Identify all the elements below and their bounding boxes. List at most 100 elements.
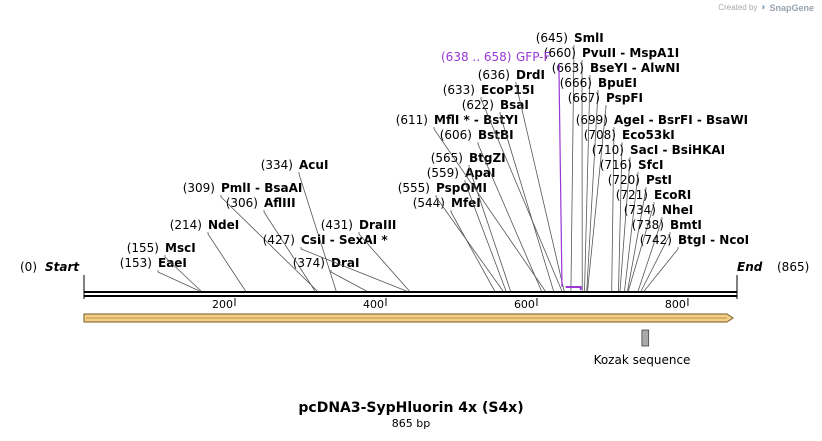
site-position: (716) bbox=[600, 158, 632, 172]
site-connector bbox=[618, 142, 623, 292]
site-apai[interactable]: (559) ApaI bbox=[427, 166, 507, 292]
site-connector bbox=[468, 165, 511, 292]
map-title-block: pcDNA3-SypHluorin 4x (S4x) 865 bp bbox=[0, 400, 822, 430]
site-drdi[interactable]: (636) DrdI bbox=[478, 68, 565, 292]
site-position: (660) bbox=[544, 46, 576, 60]
site-name: PstI bbox=[646, 173, 672, 187]
site-nhei[interactable]: (734) NheI bbox=[624, 203, 693, 292]
site-agei-bsrfi-bsawi[interactable]: (699) AgeI - BsrFI - BsaWI bbox=[576, 113, 748, 292]
site-position: (544) bbox=[413, 196, 445, 210]
site-pspomi[interactable]: (555) PspOMI bbox=[398, 181, 504, 292]
site-position: (699) bbox=[576, 113, 608, 127]
snapgene-logo-icon: ◗ bbox=[760, 2, 767, 13]
site-name: MflI * - BstYI bbox=[434, 113, 518, 127]
site-connector bbox=[300, 247, 407, 292]
site-position: (427) bbox=[263, 233, 295, 247]
site-position: (611) bbox=[396, 113, 428, 127]
site-bpuei[interactable]: (666) BpuEI bbox=[560, 76, 637, 292]
site-name: EcoRI bbox=[654, 188, 691, 202]
site-connector bbox=[477, 142, 542, 292]
site-msci[interactable]: (155) MscI bbox=[127, 241, 202, 292]
site-saci-bsihkai[interactable]: (710) SacI - BsiHKAI bbox=[592, 143, 725, 292]
site-connector bbox=[499, 112, 554, 292]
site-connector bbox=[587, 105, 607, 292]
site-name: ApaI bbox=[465, 166, 495, 180]
end-label: End bbox=[737, 260, 763, 274]
ruler: 200 400 600 800 bbox=[212, 298, 689, 311]
site-position: (309) bbox=[183, 181, 215, 195]
site-draiii[interactable]: (431) DraIII bbox=[321, 218, 410, 292]
site-name: Eco53kI bbox=[622, 128, 675, 142]
site-position: (636) bbox=[478, 68, 510, 82]
site-position: (306) bbox=[226, 196, 258, 210]
site-connector bbox=[450, 210, 496, 292]
primer-gfp-f[interactable]: (638 .. 658) GFP-F bbox=[441, 50, 582, 290]
site-name: DraIII bbox=[359, 218, 396, 232]
site-name: BtgZI bbox=[469, 151, 506, 165]
site-position: (742) bbox=[640, 233, 672, 247]
tick-label-600: 600 bbox=[514, 298, 535, 311]
site-name: SfcI bbox=[638, 158, 663, 172]
site-connector bbox=[330, 270, 367, 292]
site-position: (734) bbox=[624, 203, 656, 217]
site-mfli-star-bstyi[interactable]: (611) MflI * - BstYI bbox=[396, 113, 546, 292]
site-name: NdeI bbox=[208, 218, 239, 232]
tick-label-800: 800 bbox=[665, 298, 686, 311]
site-connector bbox=[157, 270, 200, 292]
site-bseyi-alwni[interactable]: (663) BseYI - AlwNI bbox=[552, 61, 680, 292]
site-connector bbox=[624, 172, 639, 292]
site-connector bbox=[435, 195, 504, 292]
site-mfei[interactable]: (544) MfeI bbox=[413, 196, 496, 292]
site-afliii[interactable]: (306) AflIII bbox=[226, 196, 316, 292]
site-connector bbox=[637, 217, 663, 292]
site-name: NheI bbox=[662, 203, 693, 217]
site-pspfi[interactable]: (667) PspFI bbox=[568, 91, 643, 292]
site-name: EaeI bbox=[158, 256, 187, 270]
site-drai[interactable]: (374) DraI bbox=[293, 256, 367, 292]
site-ecop15i[interactable]: (633) EcoP15I bbox=[443, 83, 563, 292]
site-connector bbox=[584, 75, 591, 292]
site-position: (622) bbox=[462, 98, 494, 112]
snapgene-branding: Created by ◗ SnapGene bbox=[718, 2, 814, 13]
site-name: PspFI bbox=[606, 91, 643, 105]
site-position: (645) bbox=[536, 31, 568, 45]
tick-label-200: 200 bbox=[212, 298, 233, 311]
site-smli[interactable]: (645) SmlI bbox=[536, 31, 604, 292]
site-btgzi[interactable]: (565) BtgZI bbox=[431, 151, 511, 292]
site-position: (153) bbox=[120, 256, 152, 270]
site-name: AgeI - BsrFI - BsaWI bbox=[614, 113, 748, 127]
site-connector bbox=[464, 180, 507, 292]
site-connector bbox=[619, 157, 631, 292]
site-ecori[interactable]: (721) EcoRI bbox=[616, 188, 692, 292]
site-name: BtgI - NcoI bbox=[678, 233, 749, 247]
site-eco53ki[interactable]: (708) Eco53kI bbox=[584, 128, 675, 292]
site-position: (606) bbox=[440, 128, 472, 142]
site-bmti[interactable]: (738) BmtI bbox=[632, 218, 702, 292]
site-psti[interactable]: (720) PstI bbox=[608, 173, 672, 292]
site-position: (666) bbox=[560, 76, 592, 90]
site-ndei[interactable]: (214) NdeI bbox=[170, 218, 246, 292]
site-acui[interactable]: (334) AcuI bbox=[261, 158, 337, 292]
site-name: SacI - BsiHKAI bbox=[630, 143, 725, 157]
restriction-sites: (153) EaeI(155) MscI(214) NdeI(306) AflIII(3… bbox=[120, 31, 749, 292]
site-name: PvuII - MspA1I bbox=[582, 46, 679, 60]
site-pmli-bsaai[interactable]: (309) PmlI - BsaAI bbox=[183, 181, 318, 292]
tick-label-400: 400 bbox=[363, 298, 384, 311]
site-name: AflIII bbox=[264, 196, 296, 210]
site-btgi-ncoi[interactable]: (742) BtgI - NcoI bbox=[640, 233, 749, 292]
site-position: (155) bbox=[127, 241, 159, 255]
site-position: (663) bbox=[552, 61, 584, 75]
site-name: PspOMI bbox=[436, 181, 487, 195]
site-pvuii-mspa1i[interactable]: (660) PvuII - MspA1I bbox=[544, 46, 679, 292]
site-position: (708) bbox=[584, 128, 616, 142]
site-csii-sexai-star[interactable]: (427) CsiI - SexAI * bbox=[263, 233, 407, 292]
site-position: (667) bbox=[568, 91, 600, 105]
site-sfci[interactable]: (716) SfcI bbox=[600, 158, 664, 292]
site-name: CsiI - SexAI * bbox=[301, 233, 388, 247]
site-eaei[interactable]: (153) EaeI bbox=[120, 256, 200, 292]
primer-leader bbox=[558, 64, 563, 288]
site-position: (214) bbox=[170, 218, 202, 232]
feature-kozak-sequence[interactable]: Kozak sequence bbox=[594, 329, 691, 367]
site-name: EcoP15I bbox=[481, 83, 535, 97]
